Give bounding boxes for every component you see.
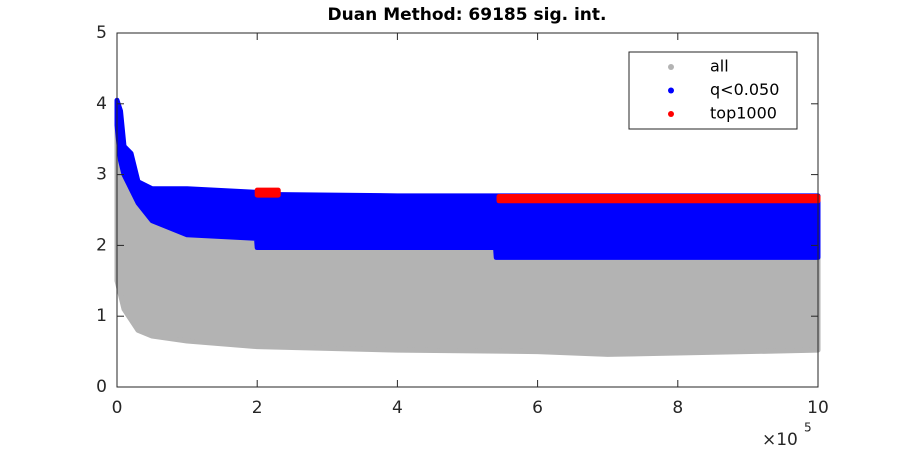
y-tick-label: 4: [96, 94, 107, 114]
legend-marker: [668, 111, 674, 117]
legend-label: top1000: [710, 104, 777, 123]
y-tick-label: 0: [96, 377, 107, 397]
legend-marker: [668, 64, 674, 70]
axes-box: [116, 32, 819, 388]
legend-label: q<0.050: [710, 80, 779, 99]
y-tick-label: 5: [96, 23, 107, 43]
x-tick-label: 0: [112, 398, 123, 418]
x-tick-label: 8: [672, 398, 683, 418]
legend: all q<0.050 top1000: [628, 51, 798, 130]
point-cloud: [496, 194, 821, 204]
x-tick-label: 10: [807, 398, 829, 418]
y-tick-label: 1: [96, 306, 107, 326]
point-cloud: [254, 187, 281, 198]
x-exponent: 5: [804, 421, 812, 435]
plot-area: [114, 97, 821, 357]
y-tick-label: 3: [96, 165, 107, 185]
legend-marker: [668, 87, 674, 94]
x-tick-label: 2: [252, 398, 263, 418]
x-tick-label: 4: [392, 398, 403, 418]
y-tick-label: 2: [96, 235, 107, 255]
x-tick-label: 6: [532, 398, 543, 418]
x-multiplier: ×10: [762, 430, 798, 450]
legend-box: [628, 51, 798, 130]
chart-title: Duan Method: 69185 sig. int.: [327, 5, 606, 25]
legend-label: all: [710, 57, 729, 76]
